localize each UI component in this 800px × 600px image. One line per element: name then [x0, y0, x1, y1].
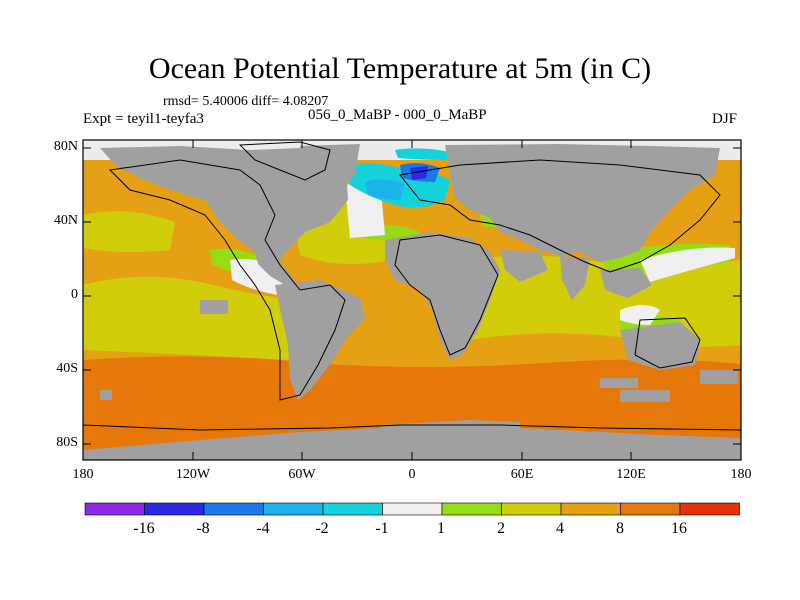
xtick-label: 180 [72, 467, 94, 482]
colorbar [84, 502, 740, 516]
colorbar-swatch [679, 502, 740, 516]
colorbar-label: 4 [556, 520, 564, 537]
colorbar-swatch [441, 502, 502, 516]
tropical-yellow-pacific [83, 276, 290, 360]
xtick-label: 60W [288, 467, 316, 482]
north-america-land [100, 146, 348, 262]
land [83, 144, 741, 460]
ytick-label: 40S [56, 361, 78, 376]
ytick-label: 80S [56, 435, 78, 450]
coastlines [83, 141, 741, 431]
colorbar-label: 2 [497, 520, 505, 537]
colorbar-swatch [144, 502, 205, 516]
near-zero-patch [640, 247, 735, 282]
ytick-label: 40N [53, 213, 78, 228]
experiment-label: Expt = teyil1-teyfa3 [83, 111, 204, 127]
colorbar-label: 16 [671, 520, 687, 537]
comparison-label: 056_0_MaBP - 000_0_MaBP [308, 107, 487, 123]
ytick-label: 80N [53, 139, 78, 154]
colorbar-label: -4 [256, 520, 270, 537]
colorbar-swatch [560, 502, 621, 516]
xtick-label: 120E [616, 467, 646, 482]
colorbar-label: 1 [437, 520, 445, 537]
colorbar-swatch [263, 502, 324, 516]
map-field [83, 140, 741, 460]
colorbar-label: -8 [196, 520, 210, 537]
colorbar-swatch [322, 502, 383, 516]
axis-ticks [82, 140, 742, 460]
colorbar-label: -2 [315, 520, 329, 537]
ytick-label: 0 [71, 287, 78, 302]
stats-text: rmsd= 5.40006 diff= 4.08207 [163, 94, 329, 109]
colorbar-label: -16 [133, 520, 155, 537]
colorbar-swatch [501, 502, 562, 516]
colorbar-swatch [382, 502, 443, 516]
xtick-label: 0 [408, 467, 416, 482]
antarctica-land [83, 425, 741, 460]
colorbar-swatch [620, 502, 681, 516]
south-america-land [275, 280, 365, 400]
map-title: Ocean Potential Temperature at 5m (in C) [148, 52, 652, 85]
colorbar-swatch [203, 502, 264, 516]
colorbar-swatch [84, 502, 145, 516]
xtick-label: 180 [730, 467, 752, 482]
xtick-label: 120W [175, 467, 211, 482]
greenland-land [300, 144, 360, 190]
colorbar-label: 8 [616, 520, 624, 537]
colorbar-label: -1 [375, 520, 389, 537]
africa-land [385, 232, 500, 360]
eurasia-land [445, 144, 720, 262]
xtick-label: 60E [510, 467, 534, 482]
season-label: DJF [712, 111, 738, 127]
